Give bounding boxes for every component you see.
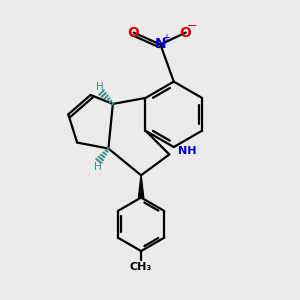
Polygon shape [138,175,144,198]
Text: CH₃: CH₃ [130,262,152,272]
Text: +: + [162,33,170,43]
Text: O: O [180,26,192,40]
Text: O: O [128,26,140,40]
Text: N: N [154,38,166,52]
Text: NH: NH [178,146,196,157]
Text: H: H [94,162,101,172]
Text: −: − [187,20,197,33]
Text: H: H [96,82,104,92]
